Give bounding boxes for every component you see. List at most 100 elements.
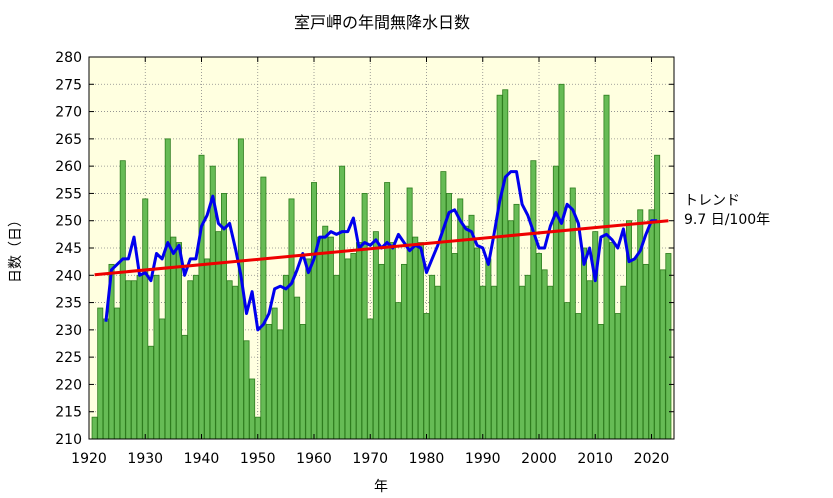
- bar: [389, 242, 396, 440]
- bar: [344, 258, 351, 440]
- bar: [249, 378, 256, 440]
- bar: [142, 198, 149, 440]
- bar: [361, 193, 368, 440]
- bar: [282, 274, 289, 440]
- bar: [131, 280, 137, 440]
- bar: [446, 193, 452, 440]
- x-tick-label: 1920: [71, 451, 107, 467]
- y-tick-label: 265: [55, 132, 82, 148]
- bar: [204, 258, 211, 440]
- bar: [102, 318, 109, 440]
- bar: [395, 302, 402, 440]
- bar: [97, 307, 104, 440]
- bar: [603, 94, 610, 440]
- bar: [665, 253, 672, 440]
- bar: [429, 274, 436, 440]
- bar: [406, 187, 413, 440]
- bar: [136, 274, 143, 440]
- x-tick-label: 1930: [127, 451, 163, 467]
- x-tick-label: 2010: [577, 451, 613, 467]
- bar: [581, 247, 587, 440]
- chart-title: 室戸岬の年間無降水日数: [294, 13, 470, 32]
- bar: [271, 307, 278, 440]
- bar: [147, 345, 154, 440]
- bar: [198, 154, 205, 440]
- bar: [327, 236, 334, 440]
- y-axis-label: 日数（日）: [8, 213, 24, 283]
- y-tick-label: 275: [55, 77, 82, 93]
- bar: [288, 198, 295, 440]
- y-tick-label: 210: [55, 432, 82, 448]
- x-tick-label: 2000: [521, 451, 557, 467]
- x-tick-label: 1950: [240, 451, 276, 467]
- bar: [316, 236, 323, 440]
- bar: [356, 242, 362, 440]
- bar: [491, 285, 497, 440]
- y-tick-label: 220: [55, 377, 82, 393]
- y-tick-label: 255: [55, 186, 82, 202]
- bar: [372, 231, 379, 440]
- bar: [164, 138, 171, 440]
- y-tick-label: 245: [55, 241, 82, 257]
- bar: [519, 285, 526, 440]
- bar: [457, 198, 464, 440]
- bar: [474, 247, 481, 440]
- bar: [401, 263, 407, 440]
- x-tick-label: 2020: [634, 451, 670, 467]
- y-tick-label: 280: [55, 50, 82, 66]
- bar: [305, 258, 312, 440]
- bar: [260, 176, 267, 440]
- bar: [564, 302, 571, 440]
- bar: [266, 323, 272, 440]
- bar: [417, 242, 424, 440]
- bar: [536, 253, 542, 440]
- bar: [586, 280, 593, 440]
- x-tick-label: 1970: [352, 451, 388, 467]
- x-tick-label: 1990: [465, 451, 501, 467]
- bar: [614, 313, 621, 440]
- bar: [496, 94, 503, 440]
- x-tick-label: 1940: [184, 451, 220, 467]
- bar: [541, 269, 548, 440]
- bar: [547, 285, 554, 440]
- bar: [609, 242, 616, 440]
- bar: [569, 187, 576, 440]
- bar: [642, 263, 649, 440]
- x-axis-label: 年: [374, 479, 388, 495]
- bar: [502, 89, 509, 440]
- bar: [367, 318, 374, 440]
- bar: [243, 340, 250, 440]
- trend-line: [94, 219, 669, 277]
- bar: [631, 258, 638, 440]
- bar: [462, 225, 469, 440]
- y-tick-label: 215: [55, 405, 82, 421]
- y-tick-label: 230: [55, 323, 82, 339]
- y-tick-label: 240: [55, 268, 82, 284]
- bar: [648, 209, 655, 440]
- x-tick-label: 1960: [296, 451, 332, 467]
- bar: [597, 323, 604, 440]
- bar: [159, 318, 166, 440]
- bar: [384, 182, 391, 440]
- bar: [530, 160, 537, 440]
- y-tick-label: 235: [55, 296, 82, 312]
- bar: [339, 165, 346, 440]
- bar: [485, 258, 492, 440]
- bar: [125, 280, 132, 440]
- bar: [440, 171, 447, 440]
- bar: [552, 165, 559, 440]
- bar: [479, 285, 486, 440]
- bar: [423, 313, 430, 440]
- bar: [311, 182, 317, 440]
- bar: [507, 220, 514, 440]
- bar: [378, 263, 385, 440]
- bar: [654, 154, 661, 440]
- bar: [232, 285, 239, 440]
- bar: [558, 83, 565, 440]
- bar: [114, 307, 121, 440]
- trend-annotation-value: 9.7 日/100年: [684, 212, 770, 228]
- bar: [299, 323, 306, 440]
- bar: [434, 285, 441, 440]
- bar: [620, 285, 627, 440]
